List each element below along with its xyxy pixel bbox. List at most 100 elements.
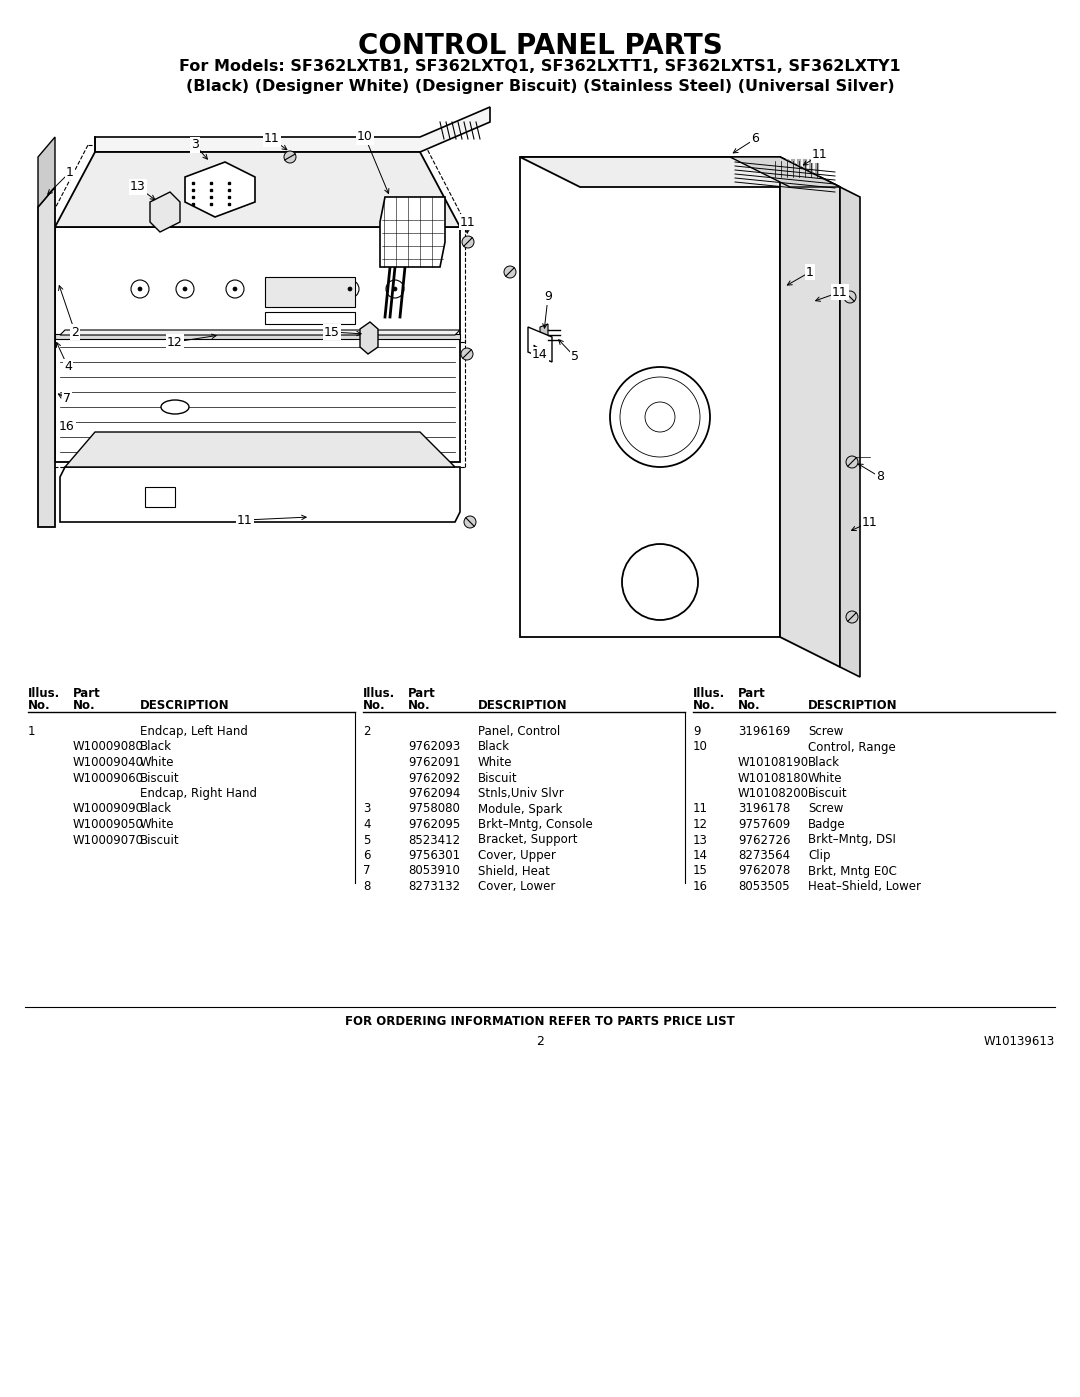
Circle shape	[843, 291, 856, 303]
Text: Cover, Upper: Cover, Upper	[478, 849, 556, 862]
Polygon shape	[38, 137, 55, 207]
Polygon shape	[840, 187, 860, 678]
Text: Illus.: Illus.	[363, 687, 395, 700]
Text: 7: 7	[63, 393, 71, 405]
Text: 9756301: 9756301	[408, 849, 460, 862]
Circle shape	[348, 286, 352, 291]
Text: 6: 6	[363, 849, 370, 862]
Text: 8273132: 8273132	[408, 880, 460, 893]
Text: DESCRIPTION: DESCRIPTION	[478, 698, 568, 712]
Text: 1: 1	[66, 165, 73, 179]
Text: 8523412: 8523412	[408, 834, 460, 847]
Circle shape	[610, 367, 710, 467]
Circle shape	[620, 377, 700, 457]
Text: 9762095: 9762095	[408, 819, 460, 831]
Polygon shape	[380, 197, 445, 267]
Text: Brkt–Mntg, DSI: Brkt–Mntg, DSI	[808, 834, 896, 847]
Text: W10108200: W10108200	[738, 787, 809, 800]
Circle shape	[622, 543, 698, 620]
Text: 3196178: 3196178	[738, 802, 791, 816]
Text: Cover, Lower: Cover, Lower	[478, 880, 555, 893]
Text: 11: 11	[862, 515, 878, 528]
Polygon shape	[540, 324, 548, 345]
Text: Brkt, Mntg E0C: Brkt, Mntg E0C	[808, 865, 896, 877]
Text: No.: No.	[363, 698, 386, 712]
Text: 8053910: 8053910	[408, 865, 460, 877]
Polygon shape	[150, 191, 180, 232]
Text: 12: 12	[693, 819, 708, 831]
Circle shape	[233, 286, 237, 291]
Text: 4: 4	[64, 360, 72, 373]
Text: Stnls,Univ Slvr: Stnls,Univ Slvr	[478, 787, 564, 800]
Text: 11: 11	[812, 148, 828, 162]
Text: No.: No.	[408, 698, 431, 712]
Circle shape	[226, 279, 244, 298]
Text: 14: 14	[693, 849, 708, 862]
Polygon shape	[38, 187, 55, 527]
Text: (Black) (Designer White) (Designer Biscuit) (Stainless Steel) (Universal Silver): (Black) (Designer White) (Designer Biscu…	[186, 80, 894, 94]
Circle shape	[846, 455, 858, 468]
Text: 9762092: 9762092	[408, 771, 460, 785]
Text: 8: 8	[876, 471, 885, 483]
Text: 10: 10	[693, 740, 707, 753]
Text: Control, Range: Control, Range	[808, 740, 895, 753]
Text: Black: Black	[140, 802, 172, 816]
Text: Brkt–Mntg, Console: Brkt–Mntg, Console	[478, 819, 593, 831]
Circle shape	[138, 286, 141, 291]
Text: 11: 11	[693, 802, 708, 816]
Circle shape	[183, 286, 187, 291]
Circle shape	[504, 265, 516, 278]
Polygon shape	[55, 152, 460, 226]
Text: 4: 4	[363, 819, 370, 831]
Text: Endcap, Right Hand: Endcap, Right Hand	[140, 787, 257, 800]
Circle shape	[284, 151, 296, 163]
Polygon shape	[65, 432, 455, 467]
Text: 5: 5	[571, 351, 579, 363]
Text: Biscuit: Biscuit	[808, 787, 848, 800]
Text: 2: 2	[536, 1035, 544, 1048]
Text: Clip: Clip	[808, 849, 831, 862]
Text: Badge: Badge	[808, 819, 846, 831]
Text: 13: 13	[693, 834, 707, 847]
Text: DESCRIPTION: DESCRIPTION	[140, 698, 230, 712]
Text: White: White	[808, 771, 842, 785]
Circle shape	[461, 348, 473, 360]
Text: Panel, Control: Panel, Control	[478, 725, 561, 738]
Polygon shape	[730, 156, 840, 187]
Text: 9: 9	[544, 291, 552, 303]
Text: 15: 15	[693, 865, 707, 877]
Text: Heat–Shield, Lower: Heat–Shield, Lower	[808, 880, 921, 893]
Text: W10009090: W10009090	[73, 802, 144, 816]
Text: No.: No.	[28, 698, 51, 712]
Text: 14: 14	[532, 348, 548, 362]
Text: 9762093: 9762093	[408, 740, 460, 753]
Text: Biscuit: Biscuit	[140, 771, 179, 785]
Polygon shape	[519, 156, 780, 637]
Text: White: White	[140, 756, 175, 768]
Text: W10108180: W10108180	[738, 771, 809, 785]
Text: CONTROL PANEL PARTS: CONTROL PANEL PARTS	[357, 32, 723, 60]
Text: 8053505: 8053505	[738, 880, 789, 893]
Text: 9762094: 9762094	[408, 787, 460, 800]
Text: 13: 13	[130, 180, 146, 194]
Polygon shape	[60, 330, 460, 335]
Text: 8: 8	[363, 880, 370, 893]
Text: 6: 6	[751, 133, 759, 145]
FancyBboxPatch shape	[265, 312, 355, 324]
Polygon shape	[780, 156, 840, 666]
Text: 10: 10	[357, 130, 373, 144]
Text: Module, Spark: Module, Spark	[478, 802, 563, 816]
Text: 9762091: 9762091	[408, 756, 460, 768]
Circle shape	[462, 236, 474, 249]
Polygon shape	[519, 156, 840, 187]
Text: 12: 12	[167, 335, 183, 348]
Text: Black: Black	[140, 740, 172, 753]
Text: 9757609: 9757609	[738, 819, 791, 831]
Polygon shape	[55, 334, 460, 339]
Text: W10009080: W10009080	[73, 740, 144, 753]
Polygon shape	[185, 162, 255, 217]
Text: Screw: Screw	[808, 802, 843, 816]
Polygon shape	[145, 488, 175, 507]
Text: W10009060: W10009060	[73, 771, 144, 785]
Text: 8273564: 8273564	[738, 849, 791, 862]
